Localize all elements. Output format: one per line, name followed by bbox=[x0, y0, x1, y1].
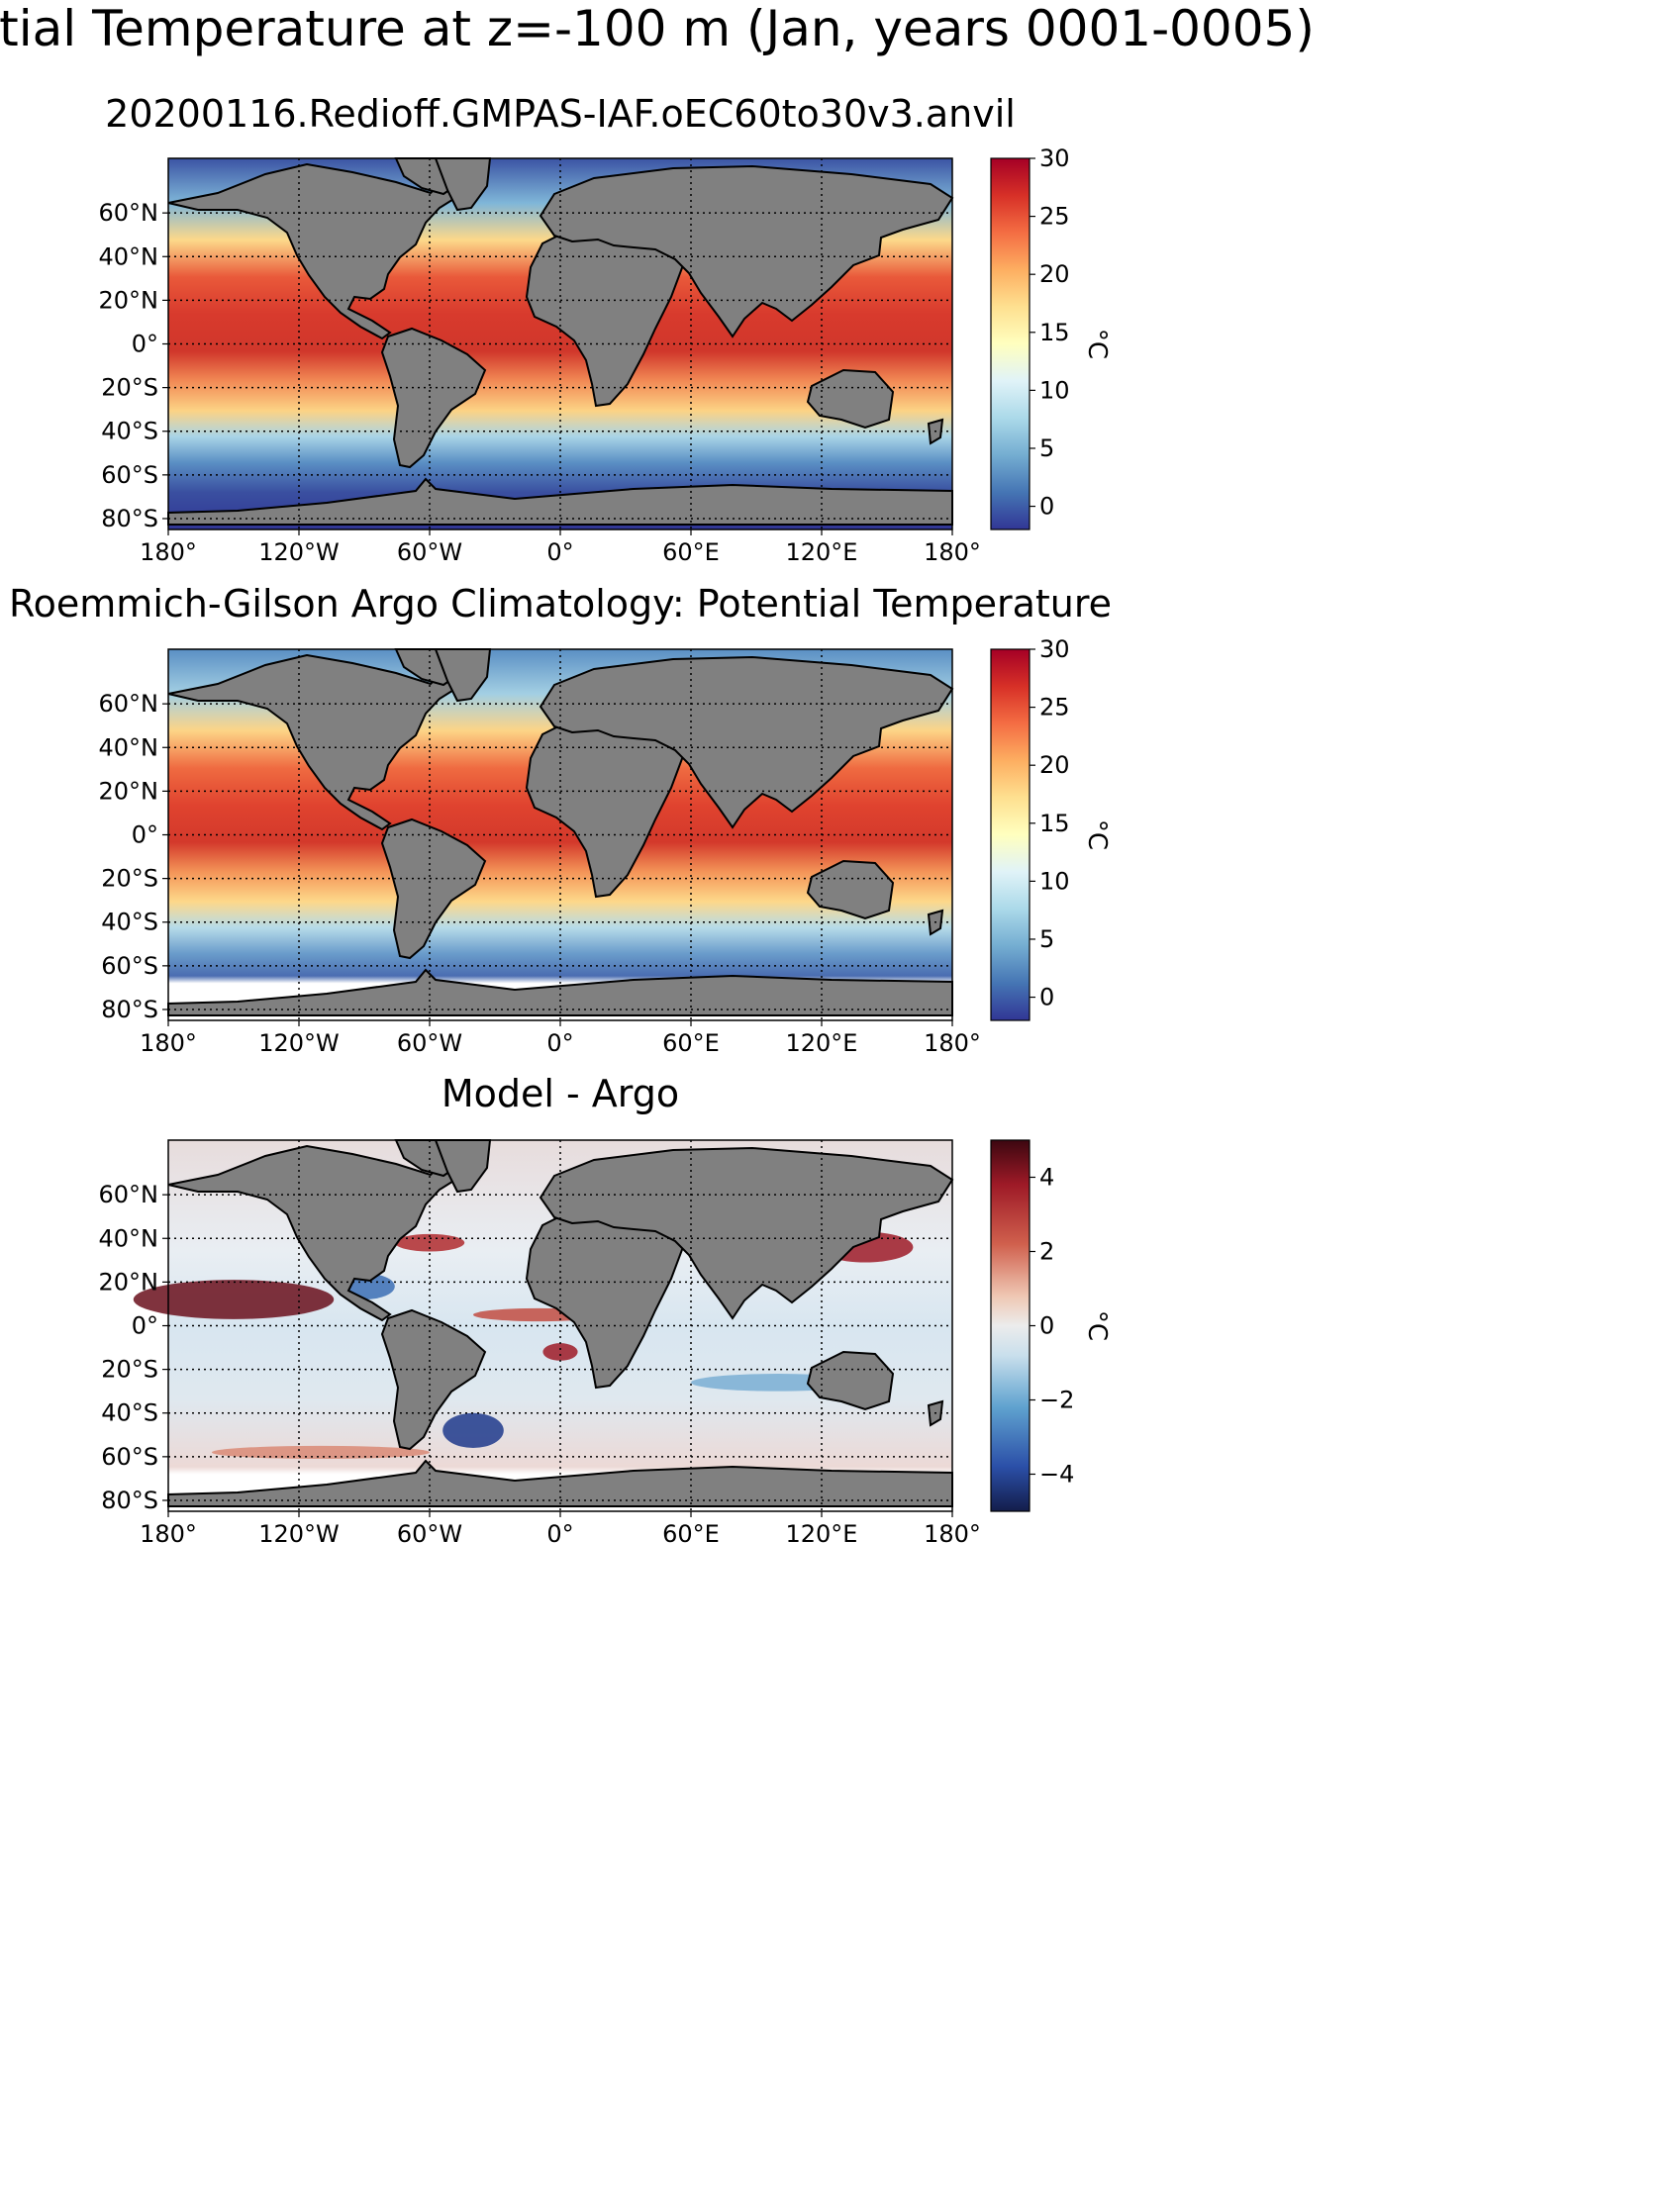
lat-tick-label: 80°S bbox=[101, 505, 158, 532]
colorbar-tick-label: 20 bbox=[1039, 260, 1070, 288]
lat-tick-label: 60°N bbox=[99, 1181, 159, 1208]
colorbar-label: °C bbox=[1082, 329, 1112, 359]
panel-title: Roemmich-Gilson Argo Climatology: Potent… bbox=[9, 582, 1112, 625]
map-panel-2: Roemmich-Gilson Argo Climatology: Potent… bbox=[9, 582, 1112, 1057]
lat-tick-label: 80°S bbox=[101, 996, 158, 1023]
anomaly-region bbox=[212, 1445, 430, 1460]
lon-tick-label: 180° bbox=[140, 1520, 197, 1548]
colorbar-tick-label: −4 bbox=[1039, 1461, 1074, 1489]
colorbar-tick-label: 5 bbox=[1039, 434, 1054, 462]
colorbar-tick-label: 25 bbox=[1039, 694, 1070, 721]
lon-tick-label: 120°E bbox=[786, 1029, 858, 1057]
colorbar-tick-label: 4 bbox=[1039, 1164, 1054, 1192]
lat-tick-label: 20°N bbox=[99, 286, 159, 314]
lat-tick-label: 0° bbox=[132, 821, 158, 849]
lat-tick-label: 80°S bbox=[101, 1487, 158, 1514]
panel-title: 20200116.Redioff.GMPAS-IAF.oEC60to30v3.a… bbox=[105, 92, 1016, 136]
colorbar-tick-label: 15 bbox=[1039, 810, 1070, 837]
lat-tick-label: 40°S bbox=[101, 1399, 158, 1427]
lat-tick-label: 60°S bbox=[101, 1443, 158, 1471]
lon-tick-label: 60°W bbox=[397, 1520, 462, 1548]
lon-tick-label: 60°E bbox=[662, 1029, 720, 1057]
lat-tick-label: 20°N bbox=[99, 777, 159, 805]
colorbar-tick-label: 10 bbox=[1039, 376, 1070, 404]
lon-tick-label: 60°E bbox=[662, 1520, 720, 1548]
map-frame bbox=[167, 648, 953, 1021]
lat-tick-label: 60°S bbox=[101, 461, 158, 489]
lon-tick-label: 60°W bbox=[397, 1029, 462, 1057]
map-panel-3: Model - Argo 180° 120°W 60°W 0° 60°E 120°E 180°… bbox=[99, 1072, 1113, 1548]
colorbar-tick-label: 5 bbox=[1039, 925, 1054, 953]
lat-tick-label: 20°S bbox=[101, 374, 158, 402]
colorbar-tick-label: 0 bbox=[1039, 1312, 1054, 1340]
lon-tick-label: 120°W bbox=[258, 538, 340, 566]
panel-title: Model - Argo bbox=[442, 1072, 679, 1115]
colorbar-gradient bbox=[990, 157, 1031, 530]
lat-tick-label: 40°S bbox=[101, 909, 158, 936]
colorbar: 30 25 20 15 10 5 0 °C bbox=[990, 635, 1112, 1021]
lat-tick-label: 40°N bbox=[99, 242, 159, 270]
anomaly-region bbox=[133, 1280, 335, 1319]
lon-tick-label: 180° bbox=[140, 1029, 197, 1057]
anomaly-region bbox=[442, 1412, 504, 1449]
map-frame bbox=[167, 1139, 953, 1512]
lon-tick-label: 180° bbox=[924, 538, 981, 566]
colorbar-tick-label: 20 bbox=[1039, 751, 1070, 779]
lat-tick-label: 0° bbox=[132, 1312, 158, 1340]
lon-tick-label: 180° bbox=[140, 538, 197, 566]
lat-tick-label: 20°S bbox=[101, 865, 158, 893]
colorbar-gradient bbox=[990, 1139, 1031, 1512]
anomaly-region bbox=[542, 1343, 578, 1361]
lon-tick-label: 0° bbox=[546, 538, 573, 566]
lat-tick-label: 60°N bbox=[99, 690, 159, 718]
colorbar-tick-label: 15 bbox=[1039, 319, 1070, 346]
colorbar-label: °C bbox=[1082, 1310, 1112, 1341]
lat-tick-label: 40°N bbox=[99, 733, 159, 761]
colorbar-tick-label: 30 bbox=[1039, 144, 1070, 172]
lat-tick-label: 40°S bbox=[101, 418, 158, 445]
colorbar-label: °C bbox=[1082, 819, 1112, 850]
colorbar-tick-label: −2 bbox=[1039, 1387, 1074, 1414]
lat-tick-label: 0° bbox=[132, 331, 158, 358]
lon-tick-label: 0° bbox=[546, 1520, 573, 1548]
lon-tick-label: 120°E bbox=[786, 1520, 858, 1548]
lat-tick-label: 40°N bbox=[99, 1224, 159, 1252]
figure-title: Potential Temperature at z=-100 m (Jan, … bbox=[0, 0, 1315, 57]
lon-tick-label: 120°W bbox=[258, 1029, 340, 1057]
colorbar: 4 2 0 −2 −4 °C bbox=[990, 1139, 1112, 1512]
colorbar-tick-label: 30 bbox=[1039, 635, 1070, 663]
lon-tick-label: 180° bbox=[924, 1520, 981, 1548]
lon-tick-label: 120°E bbox=[786, 538, 858, 566]
colorbar-tick-label: 0 bbox=[1039, 984, 1054, 1011]
lon-tick-label: 120°W bbox=[258, 1520, 340, 1548]
lon-tick-label: 60°W bbox=[397, 538, 462, 566]
lon-tick-label: 0° bbox=[546, 1029, 573, 1057]
map-frame bbox=[167, 157, 953, 530]
colorbar-tick-label: 2 bbox=[1039, 1238, 1054, 1266]
lat-tick-label: 20°N bbox=[99, 1268, 159, 1296]
colorbar-gradient bbox=[990, 648, 1031, 1021]
lat-tick-label: 60°S bbox=[101, 952, 158, 980]
colorbar-tick-label: 10 bbox=[1039, 867, 1070, 895]
lon-tick-label: 180° bbox=[924, 1029, 981, 1057]
colorbar: 30 25 20 15 10 5 0 °C bbox=[990, 144, 1112, 530]
colorbar-tick-label: 25 bbox=[1039, 203, 1070, 231]
map-panel-1: 20200116.Redioff.GMPAS-IAF.oEC60to30v3.a… bbox=[99, 92, 1113, 566]
lat-tick-label: 60°N bbox=[99, 199, 159, 227]
lat-tick-label: 20°S bbox=[101, 1356, 158, 1384]
colorbar-tick-label: 0 bbox=[1039, 493, 1054, 521]
lon-tick-label: 60°E bbox=[662, 538, 720, 566]
